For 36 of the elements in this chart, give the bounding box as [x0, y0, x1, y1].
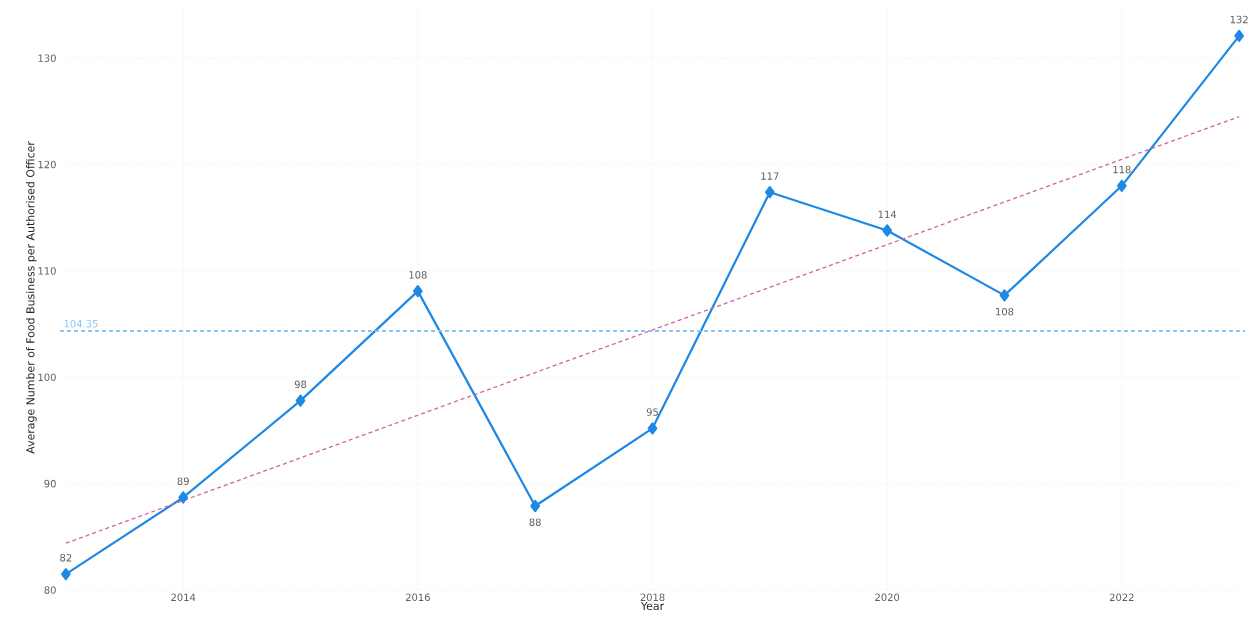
point	[1116, 179, 1127, 192]
ref-line-label: 104.35	[64, 319, 98, 328]
data-label: 108	[409, 271, 427, 279]
x-tick-label: 2020	[875, 593, 900, 602]
point	[178, 491, 189, 504]
y-tick-label: 130	[38, 54, 56, 62]
data-label: 117	[761, 172, 779, 180]
data-label: 114	[878, 210, 897, 218]
data-label: 118	[1113, 165, 1131, 174]
data-label: 132	[1230, 15, 1248, 24]
point	[1234, 29, 1244, 42]
data-label: 89	[177, 477, 189, 485]
x-tick-label: 2016	[405, 593, 430, 602]
point	[647, 422, 658, 435]
y-tick-label: 120	[38, 160, 56, 169]
y-tick-label: 80	[44, 586, 56, 594]
y-tick-label: 90	[44, 479, 56, 488]
point	[61, 567, 71, 581]
y-tick-label: 110	[38, 267, 56, 275]
point	[764, 186, 775, 199]
x-axis-title: Year	[640, 601, 665, 611]
data-label: 82	[60, 553, 72, 562]
data-label: 108	[996, 307, 1014, 316]
data-label: 98	[294, 380, 307, 389]
y-tick-label: 100	[38, 373, 56, 382]
x-tick-label: 2022	[1109, 593, 1134, 602]
point	[295, 394, 306, 407]
point	[999, 289, 1010, 302]
data-label: 95	[646, 408, 658, 416]
data-label: 88	[529, 518, 541, 527]
y-axis-title: Average Number of Food Business per Authorised Officer	[26, 141, 37, 454]
point	[530, 499, 541, 513]
x-tick-label: 2018	[640, 593, 665, 602]
point	[882, 224, 893, 237]
x-tick-label: 2014	[171, 593, 196, 602]
point	[413, 285, 423, 298]
